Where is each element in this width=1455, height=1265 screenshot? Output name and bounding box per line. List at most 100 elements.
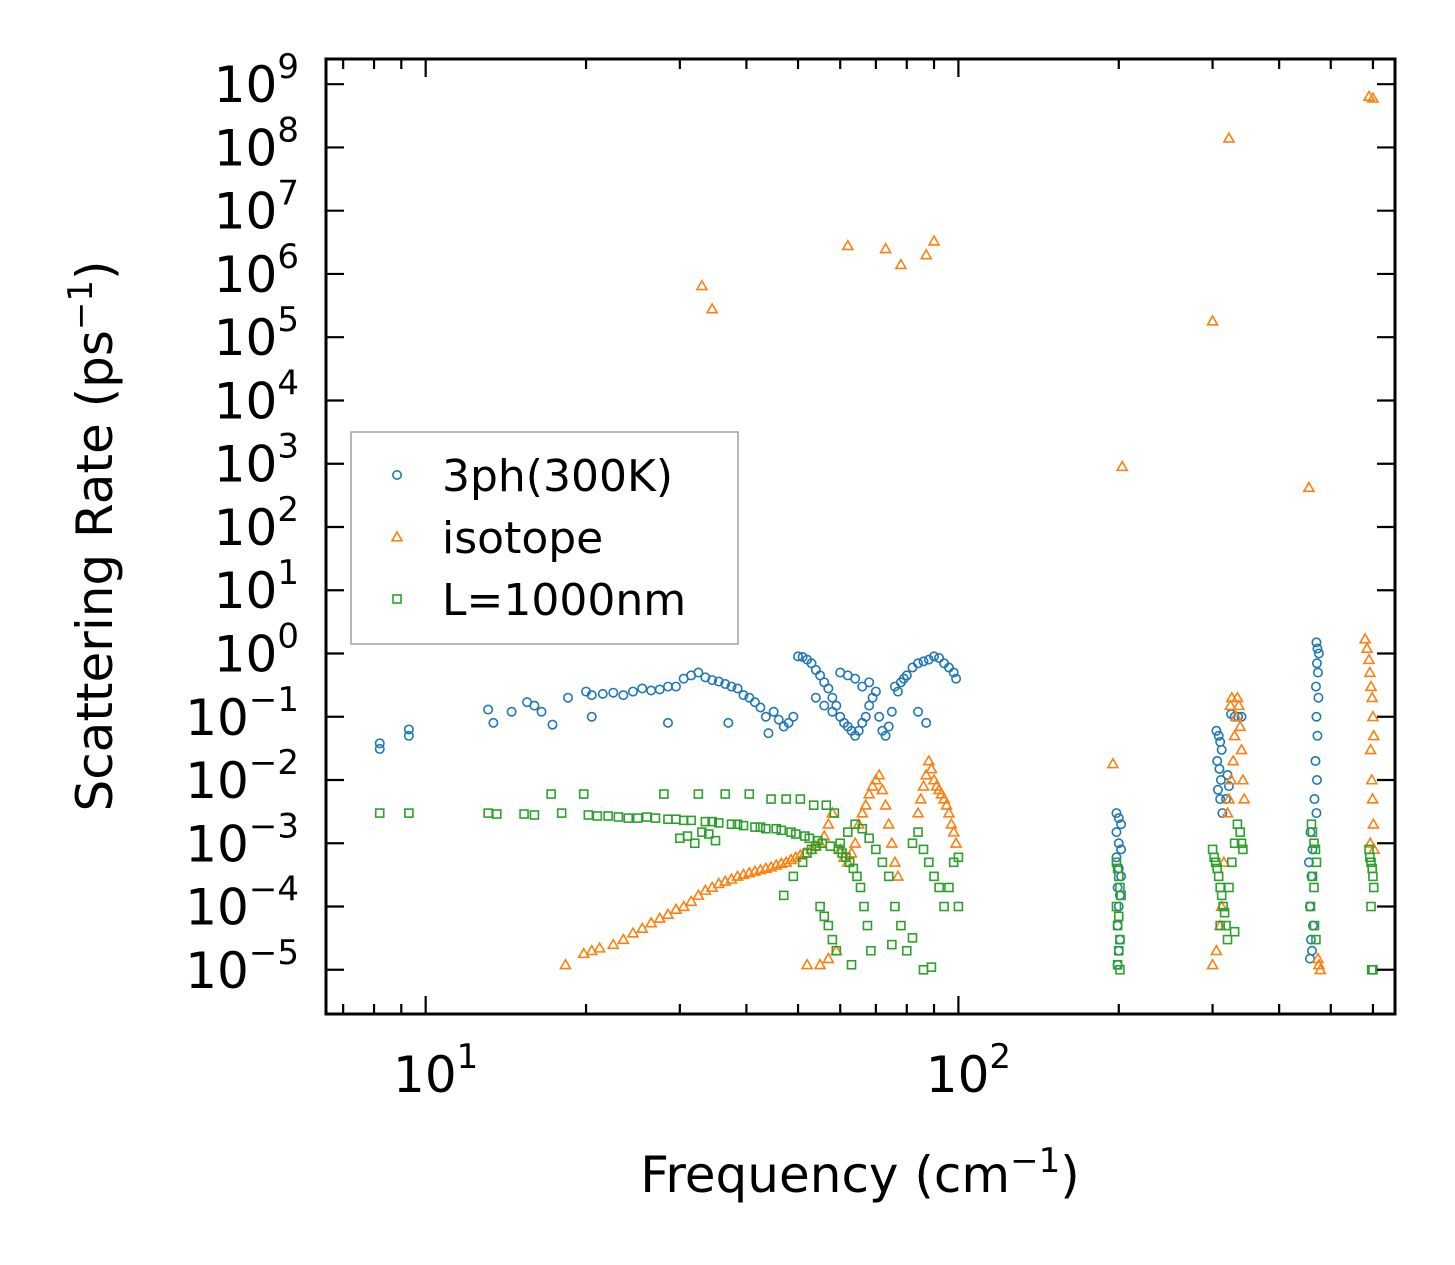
- data-point: [726, 681, 737, 692]
- data-point: [790, 829, 801, 839]
- data-point: [1116, 890, 1126, 901]
- data-point: [1307, 871, 1318, 882]
- data-point: [760, 711, 771, 722]
- data-point: [1113, 813, 1124, 824]
- y-tick-label: 10−5: [185, 933, 299, 1000]
- data-point: [1113, 838, 1124, 849]
- x-tick-labels: 101 102: [393, 1037, 1011, 1104]
- data-point: [726, 819, 737, 830]
- data-point: [713, 818, 724, 828]
- data-point: [866, 945, 876, 956]
- data-point: [1366, 817, 1380, 829]
- data-point: [793, 651, 804, 662]
- data-point: [529, 700, 540, 711]
- data-point: [1368, 882, 1379, 893]
- data-point: [616, 932, 630, 945]
- data-point: [1233, 719, 1247, 732]
- data-point: [885, 836, 899, 848]
- data-point: [901, 945, 912, 956]
- data-point: [1366, 710, 1380, 722]
- data-point: [841, 239, 855, 251]
- data-point: [626, 926, 640, 938]
- data-point: [888, 855, 902, 867]
- data-point: [1311, 808, 1322, 819]
- data-point: [1305, 901, 1316, 912]
- data-point: [744, 789, 755, 799]
- y-tick-label: 10−4: [185, 870, 299, 937]
- data-point: [1221, 806, 1234, 818]
- data-point: [1113, 871, 1124, 882]
- data-point: [578, 789, 589, 799]
- data-point: [697, 827, 707, 837]
- data-point: [653, 911, 667, 923]
- data-point: [749, 697, 760, 708]
- data-point: [788, 711, 799, 722]
- data-point: [1212, 784, 1223, 795]
- data-point: [853, 725, 864, 736]
- data-point: [788, 871, 799, 882]
- data-point: [1312, 643, 1323, 654]
- y-tick-label: 100: [214, 616, 299, 683]
- data-point: [944, 882, 954, 893]
- y-tick-label: 108: [214, 110, 299, 177]
- data-point: [784, 853, 798, 865]
- data-point: [879, 242, 892, 254]
- data-point: [1210, 857, 1221, 868]
- legend-marker: [391, 469, 402, 480]
- data-point: [686, 815, 696, 826]
- data-point: [951, 673, 962, 684]
- data-point: [659, 789, 669, 799]
- data-point: [632, 813, 643, 823]
- data-point: [953, 852, 964, 863]
- data-point: [1305, 934, 1316, 945]
- data-point: [586, 711, 597, 722]
- data-point: [755, 822, 766, 832]
- data-point: [1310, 755, 1321, 766]
- data-point: [778, 890, 789, 901]
- y-tick-label: 10−3: [185, 806, 299, 873]
- data-point: [1213, 730, 1224, 741]
- data-point: [1237, 792, 1251, 804]
- y-tick-label: 105: [214, 300, 299, 367]
- x-axis-label: Frequency (cm−1): [640, 1141, 1080, 1204]
- data-point: [871, 844, 881, 855]
- data-point: [1368, 871, 1378, 882]
- data-point: [1365, 691, 1379, 703]
- data-point: [1216, 744, 1227, 755]
- data-point: [1310, 844, 1321, 855]
- data-point: [829, 808, 840, 818]
- data-point: [880, 730, 891, 741]
- data-point: [949, 836, 963, 848]
- data-point: [506, 706, 517, 717]
- data-point: [1238, 844, 1248, 855]
- data-point: [710, 835, 721, 846]
- data-point: [1215, 920, 1225, 931]
- data-point: [1223, 781, 1234, 792]
- data-point: [720, 789, 731, 799]
- data-point: [819, 911, 830, 922]
- y-tick-label: 10−1: [185, 680, 299, 747]
- data-point: [1113, 945, 1124, 956]
- data-point: [713, 676, 724, 687]
- data-point: [1224, 882, 1234, 893]
- data-point: [1309, 838, 1319, 849]
- data-point: [761, 823, 771, 834]
- plot-frame: [324, 57, 1397, 1016]
- data-point: [1366, 792, 1379, 804]
- data-point: [797, 857, 808, 868]
- legend-label: 3ph(300K): [442, 451, 673, 502]
- y-tick-label: 104: [214, 363, 299, 430]
- data-point: [1226, 754, 1240, 766]
- data-point: [768, 706, 779, 717]
- data-point: [536, 706, 547, 717]
- legend-marker: [390, 530, 404, 542]
- data-point: [819, 700, 830, 711]
- legend-marker: [392, 594, 402, 604]
- data-markers: [374, 89, 1381, 975]
- data-point: [1214, 763, 1225, 774]
- data-point: [890, 901, 900, 912]
- data-point: [1363, 836, 1377, 848]
- data-point: [597, 688, 608, 699]
- data-point: [823, 683, 834, 694]
- data-point: [704, 829, 714, 839]
